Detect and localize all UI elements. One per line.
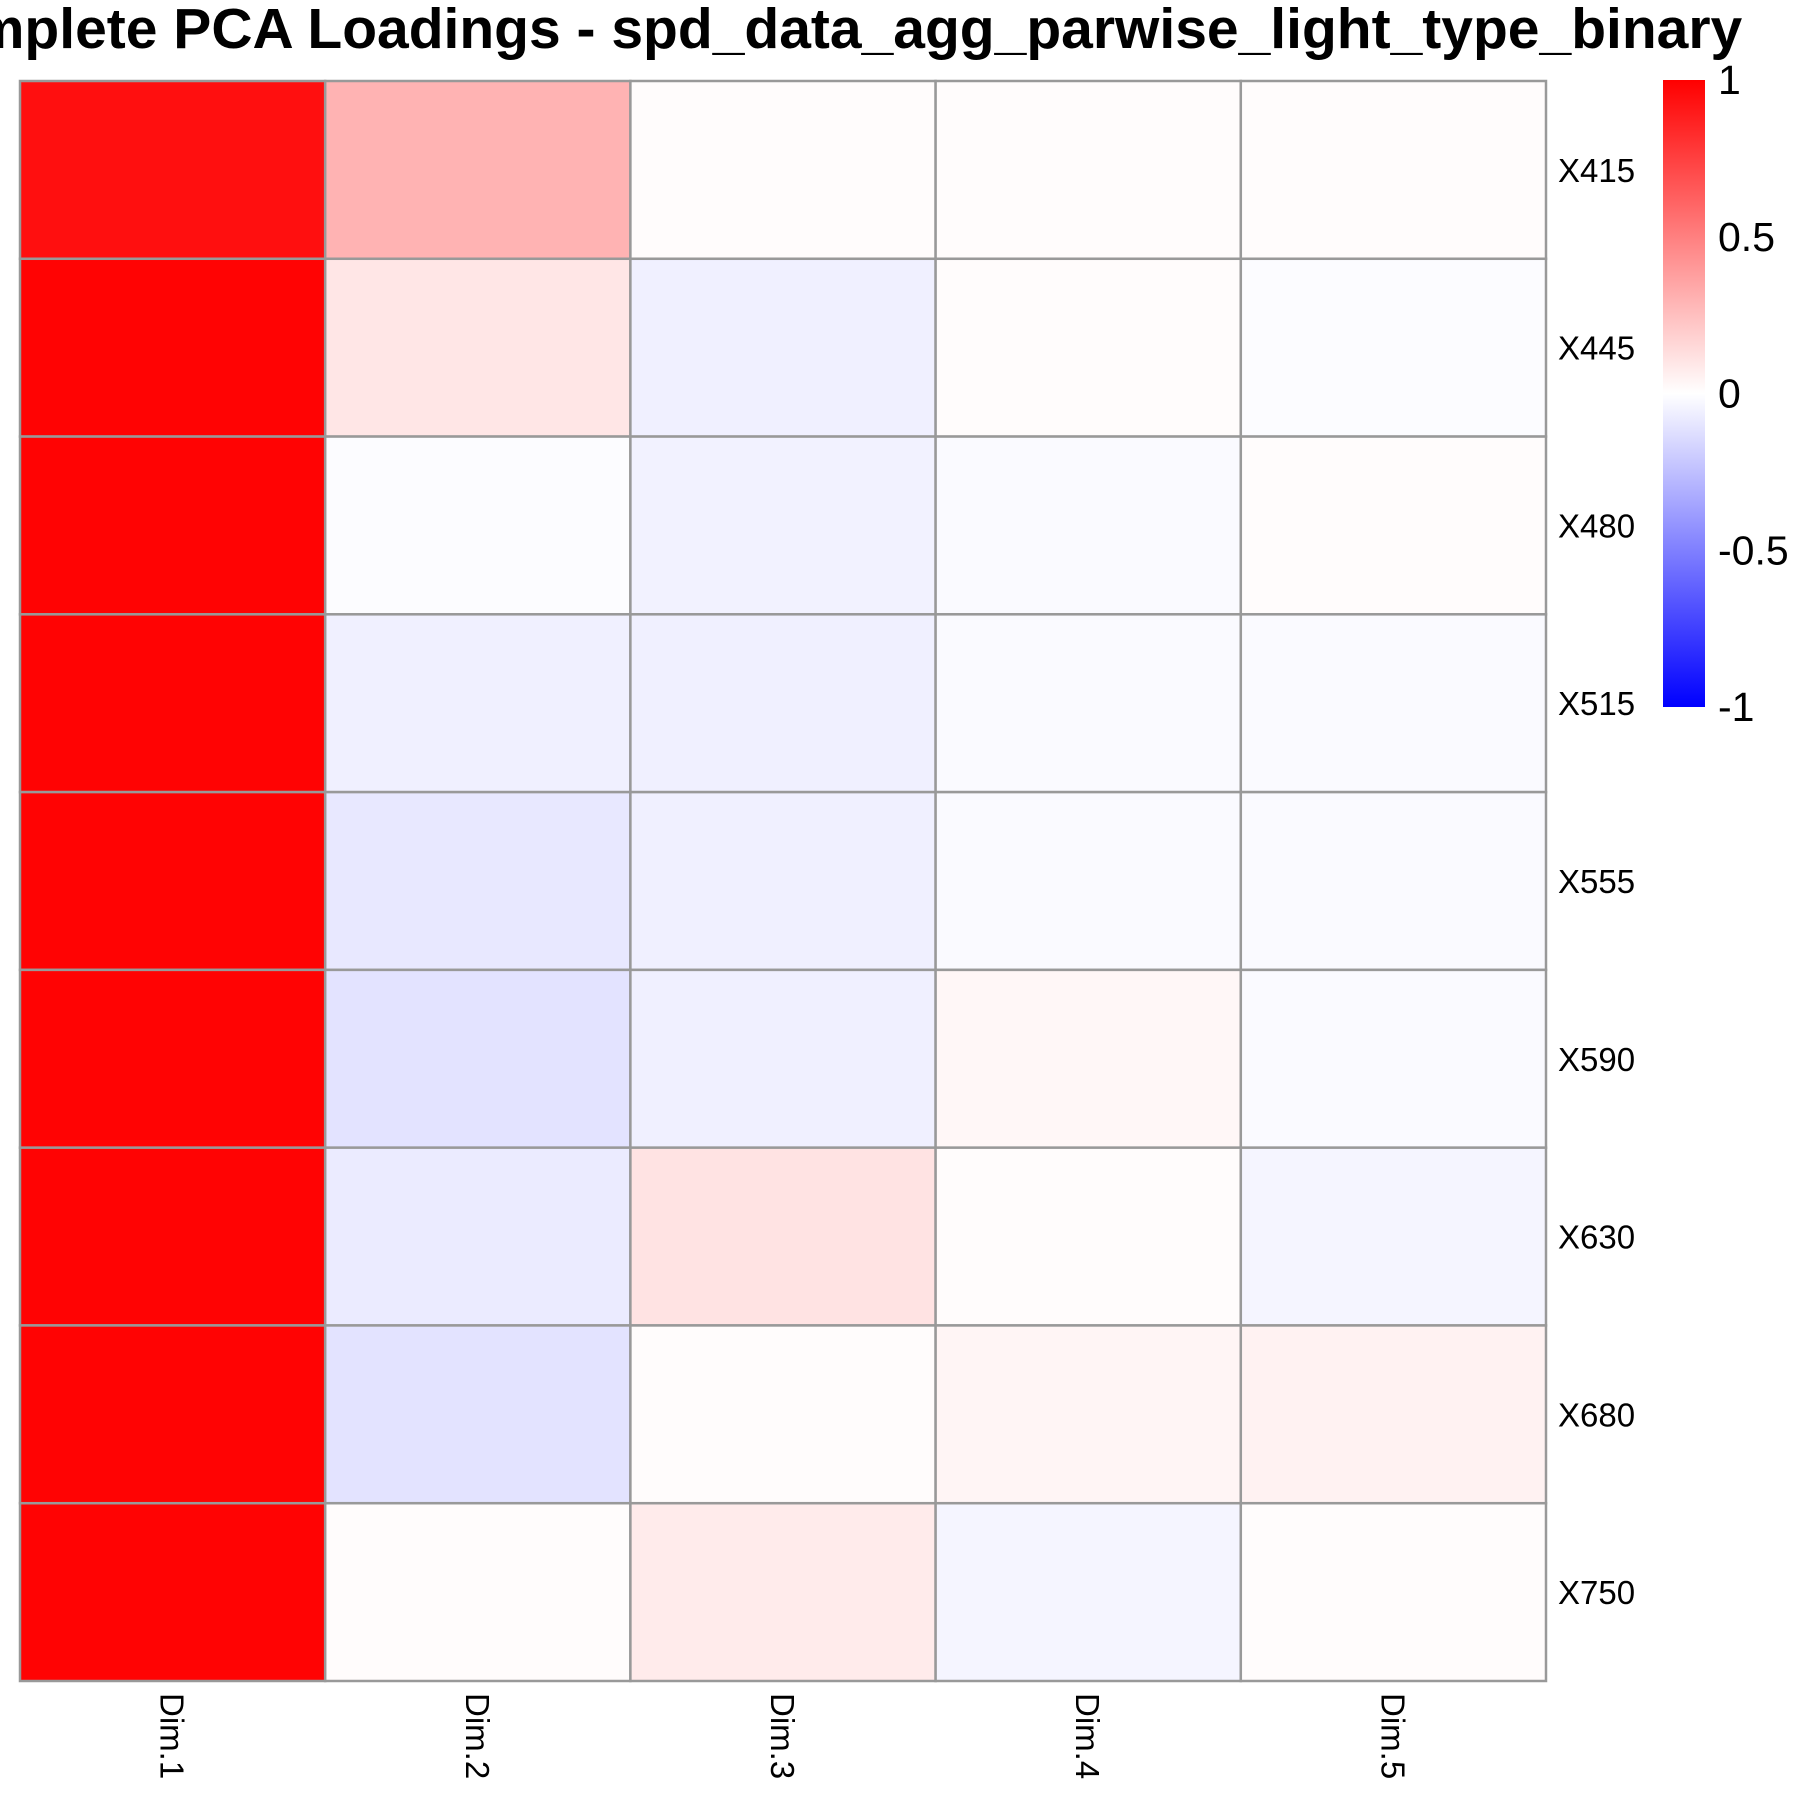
heatmap-cell-x750-dim3 bbox=[629, 1501, 937, 1683]
heatmap-cell-x515-dim2 bbox=[323, 613, 632, 794]
heatmap-cell-x515-dim5 bbox=[1239, 613, 1548, 794]
heatmap-cell-x555-dim3 bbox=[629, 790, 937, 972]
heatmap-cell-x750-dim1 bbox=[18, 1501, 327, 1683]
heatmap-cell-x750-dim2 bbox=[323, 1501, 632, 1683]
heatmap-cell-x415-dim1 bbox=[18, 79, 327, 261]
heatmap-cell-x590-dim5 bbox=[1239, 968, 1548, 1149]
heatmap-cell-x445-dim2 bbox=[323, 257, 632, 438]
row-labels: X415 X445 X480 X515 X555 X590 X630 X680 X750 bbox=[1558, 152, 1635, 1611]
row-label-x515: X515 bbox=[1558, 685, 1635, 722]
heatmap-cell-x680-dim3 bbox=[629, 1324, 937, 1505]
legend-tick-label: 0 bbox=[1718, 371, 1741, 417]
heatmap-cell-x445-dim5 bbox=[1239, 257, 1548, 438]
row-label-x415: X415 bbox=[1558, 152, 1635, 189]
heatmap-cell-x750-dim4 bbox=[934, 1501, 1243, 1683]
column-label-dim2: Dim.2 bbox=[459, 1693, 496, 1779]
row-label-x555: X555 bbox=[1558, 863, 1635, 900]
heatmap-cell-x630-dim4 bbox=[934, 1146, 1243, 1327]
heatmap-cell-x445-dim1 bbox=[18, 257, 327, 438]
column-label-dim5: Dim.5 bbox=[1374, 1693, 1411, 1779]
row-label-x630: X630 bbox=[1558, 1219, 1635, 1256]
column-label-dim3: Dim.3 bbox=[764, 1693, 801, 1779]
heatmap-cell-x445-dim3 bbox=[629, 257, 937, 438]
column-label-dim4: Dim.4 bbox=[1069, 1693, 1106, 1779]
column-label-dim1: Dim.1 bbox=[154, 1693, 191, 1779]
heatmap-cell-x680-dim4 bbox=[934, 1324, 1243, 1505]
heatmap-cell-x555-dim4 bbox=[934, 790, 1243, 972]
heatmap-cell-x515-dim4 bbox=[934, 613, 1243, 794]
color-legend-bar bbox=[1663, 80, 1705, 707]
heatmap-cell-x630-dim1 bbox=[18, 1146, 327, 1327]
color-legend-labels: 1 0.5 0 -0.5 -1 bbox=[1718, 57, 1789, 730]
heatmap-cell-x680-dim1 bbox=[18, 1324, 327, 1505]
heatmap-cell-x630-dim3 bbox=[629, 1146, 937, 1327]
heatmap-cell-x555-dim5 bbox=[1239, 790, 1548, 972]
heatmap-cell-x480-dim4 bbox=[934, 435, 1243, 616]
heatmap-cell-x480-dim5 bbox=[1239, 435, 1548, 616]
row-label-x480: X480 bbox=[1558, 507, 1635, 544]
heatmap-cell-x515-dim1 bbox=[18, 613, 327, 794]
heatmap-cell-x415-dim4 bbox=[934, 79, 1243, 261]
heatmap-cell-x480-dim1 bbox=[18, 435, 327, 616]
legend-tick-label: -0.5 bbox=[1718, 527, 1789, 573]
chart-title: Complete PCA Loadings - spd_data_agg_par… bbox=[0, 0, 1743, 61]
heatmap-cell-x480-dim3 bbox=[629, 435, 937, 616]
heatmap-cell-x590-dim1 bbox=[18, 968, 327, 1149]
heatmap-cell-x680-dim5 bbox=[1239, 1324, 1548, 1505]
heatmap-cells bbox=[18, 79, 1548, 1683]
heatmap-cell-x590-dim4 bbox=[934, 968, 1243, 1149]
row-label-x750: X750 bbox=[1558, 1574, 1635, 1611]
heatmap-cell-x680-dim2 bbox=[323, 1324, 632, 1505]
heatmap-cell-x515-dim3 bbox=[629, 613, 937, 794]
heatmap-cell-x555-dim1 bbox=[18, 790, 327, 972]
heatmap-cell-x415-dim3 bbox=[629, 79, 937, 261]
row-label-x680: X680 bbox=[1558, 1396, 1635, 1433]
heatmap-cell-x480-dim2 bbox=[323, 435, 632, 616]
heatmap-cell-x590-dim2 bbox=[323, 968, 632, 1149]
heatmap-cell-x415-dim5 bbox=[1239, 79, 1548, 261]
heatmap-cell-x750-dim5 bbox=[1239, 1501, 1548, 1683]
heatmap-cell-x590-dim3 bbox=[629, 968, 937, 1149]
row-label-x590: X590 bbox=[1558, 1041, 1635, 1078]
heatmap-cell-x415-dim2 bbox=[323, 79, 632, 261]
legend-tick-label: -1 bbox=[1718, 684, 1754, 730]
heatmap-cell-x445-dim4 bbox=[934, 257, 1243, 438]
row-label-x445: X445 bbox=[1558, 330, 1635, 367]
heatmap-cell-x630-dim5 bbox=[1239, 1146, 1548, 1327]
column-labels: Dim.1 Dim.2 Dim.3 Dim.4 Dim.5 bbox=[154, 1693, 1412, 1779]
heatmap-cell-x555-dim2 bbox=[323, 790, 632, 972]
heatmap-cell-x630-dim2 bbox=[323, 1146, 632, 1327]
legend-tick-label: 0.5 bbox=[1718, 214, 1775, 260]
legend-tick-label: 1 bbox=[1718, 57, 1741, 103]
